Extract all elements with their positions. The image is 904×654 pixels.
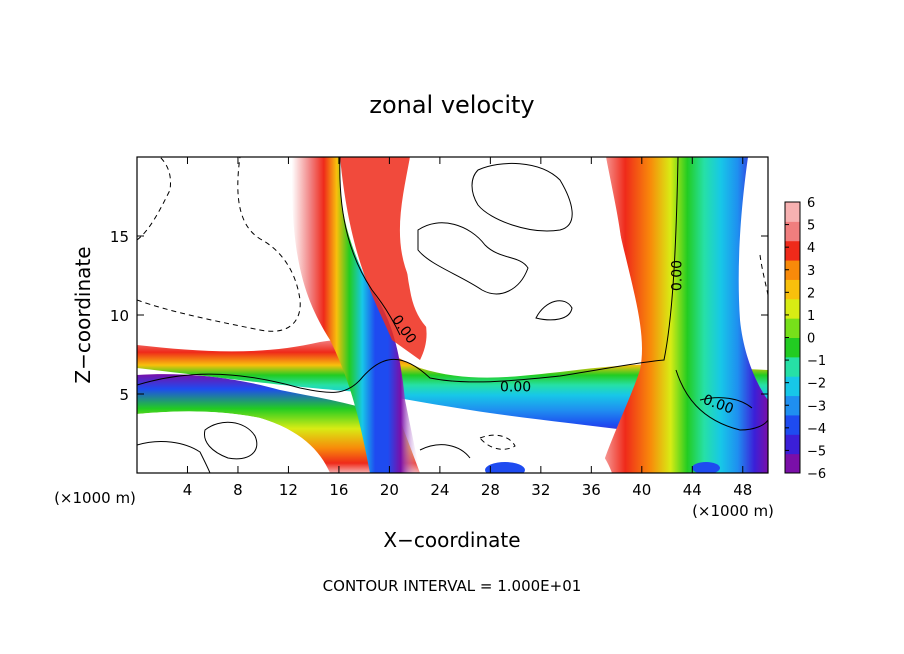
colorbar-swatch [785,453,800,474]
colorbar-swatch [785,202,800,222]
contour-label: 0.00 [670,260,686,291]
x-axis-label: X−coordinate [383,528,520,552]
colorbar: 6 5 4 3 2 1 0 −1 −2 −3 −4 −5 −6 [784,196,826,482]
colorbar-tick-label: −2 [807,377,826,392]
x-tick-label: 4 [183,481,193,499]
colorbar-tick-label: −6 [807,467,826,482]
x-tick-label: 44 [683,481,702,499]
contour-label: 0.00 [500,379,531,395]
colorbar-tick-label: −3 [807,399,826,414]
x-tick-label: 24 [430,481,449,499]
colorbar-tick-label: 1 [807,309,815,324]
x-tick-label: 28 [481,481,500,499]
colorbar-swatch [785,260,800,280]
colorbar-tick-label: 3 [807,264,815,279]
y-tick-label: 15 [110,228,129,246]
colorbar-swatch [785,221,800,242]
x-tick-label: 36 [582,481,601,499]
colorbar-swatch [785,395,800,416]
x-tick-label: 8 [233,481,243,499]
x-tick-label: 16 [329,481,348,499]
colorbar-tick-label: 0 [807,332,815,347]
x-tick-label: 40 [632,481,651,499]
colorbar-swatch [785,434,800,455]
x-unit-label-left: (×1000 m) [54,489,136,507]
colorbar-swatch [785,356,800,377]
colorbar-tick-label: 6 [807,196,815,211]
colorbar-swatch [785,240,800,261]
contour-lines [137,157,768,473]
x-unit-label-right: (×1000 m) [692,502,774,520]
y-axis-label: Z−coordinate [71,246,95,383]
x-tick-label: 32 [531,481,550,499]
colorbar-tick-label: −1 [807,354,826,369]
x-tick-label: 20 [380,481,399,499]
colorbar-tick-label: −5 [807,444,826,459]
colorbar-swatch [785,298,800,319]
y-tick-label: 5 [119,386,129,404]
colorbar-swatch [785,279,800,300]
colorbar-tick-label: 4 [807,241,815,256]
y-axis: 5 10 15 [110,228,768,404]
x-tick-label: 12 [279,481,298,499]
x-tick-label: 48 [733,481,752,499]
colorbar-swatch [785,414,800,435]
colorbar-tick-label: 5 [807,219,815,234]
chart-title: zonal velocity [369,91,534,119]
x-axis: 4 8 12 16 20 24 28 32 36 40 44 48 [183,157,752,499]
y-tick-label: 10 [110,307,129,325]
colorbar-tick-label: 2 [807,286,815,301]
colorbar-swatch [785,318,800,338]
colorbar-swatch [785,337,800,358]
colorbar-tick-label: −4 [807,422,826,437]
contour-interval-note: CONTOUR INTERVAL = 1.000E+01 [323,577,582,595]
colorbar-swatch [785,376,800,397]
velocity-field [137,157,768,473]
